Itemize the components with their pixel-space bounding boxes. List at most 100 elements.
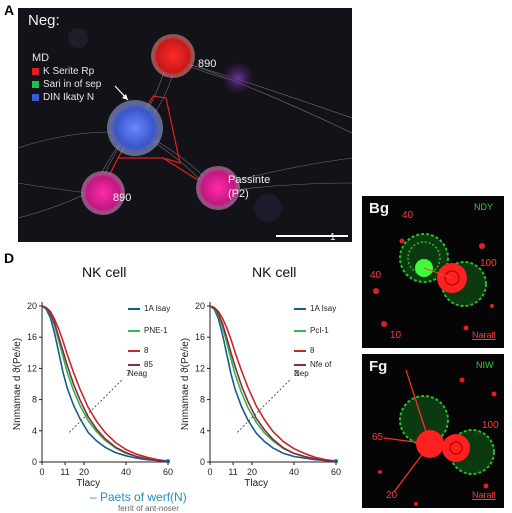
magenta-cell-right	[196, 166, 240, 210]
annotation-line	[69, 379, 123, 433]
blue-cell	[107, 100, 163, 156]
legend-label: 8	[310, 346, 315, 355]
chart-1-legend-item: 85 Neag	[128, 360, 168, 378]
legend-item-blue: DIN Ikaty N	[32, 92, 94, 103]
legend-label: 1A Isay	[310, 304, 337, 313]
red-cell-right	[442, 434, 470, 462]
fg-number-right: 100	[482, 420, 499, 431]
series-line-1	[41, 305, 169, 462]
series-line-3	[41, 305, 169, 462]
x-tick-label: 60	[331, 467, 341, 477]
x-tick-label: 60	[163, 467, 173, 477]
series-line-4	[209, 305, 337, 462]
fg-number-left: 65	[372, 432, 384, 443]
x-tick-label: 0	[207, 467, 212, 477]
x-tick-label: 40	[289, 467, 299, 477]
x-tick-label: 0	[39, 467, 44, 477]
y-tick-label: 0	[200, 457, 205, 467]
legend-label: DIN Ikaty N	[43, 92, 95, 103]
legend-label: PNE-1	[144, 326, 168, 335]
y-tick-label: 12	[27, 363, 37, 373]
y-tick-label: 16	[27, 332, 37, 342]
legend-label: 85 Neag	[128, 360, 153, 378]
panel-fg-graphic	[378, 369, 497, 506]
red-cell-left	[416, 430, 444, 458]
magenta-cell-left	[81, 171, 125, 215]
y-tick-label: 20	[27, 301, 37, 311]
y-tick-label: 20	[195, 301, 205, 311]
series-line-4	[41, 305, 169, 462]
y-tick-label: 8	[32, 395, 37, 405]
series-line-3	[209, 305, 337, 462]
red-dots	[378, 377, 497, 506]
red-target-inner	[444, 270, 460, 286]
legend-swatch	[294, 307, 306, 310]
chart-1-legend-item: PNE-1	[128, 326, 168, 335]
x-axis-caption-secondary: ferrit of ant-noser	[118, 504, 179, 513]
red-cell-inner	[449, 441, 463, 455]
panel-a-microscopy: Neg: MD K Serite Rp Sari in of sep DIN I…	[18, 8, 352, 242]
panel-fg-tag: NIW	[476, 360, 494, 370]
panel-bg-fluorescence: Bg NDY 40 40 100 10 Narall	[362, 196, 504, 348]
chart-2-legend-item: Nfe of Nep	[294, 360, 338, 378]
legend-item-red: K Serite Rp	[32, 66, 94, 77]
bg-number-left: 40	[370, 270, 382, 281]
chart-2-title: NK cell	[252, 264, 297, 280]
legend-swatch	[294, 329, 306, 332]
panel-a-graphic	[18, 28, 352, 237]
y-axis-label: Nnmamae d ϑ(Pe/ie)	[12, 338, 23, 430]
label-right-sub: (P2)	[228, 188, 249, 200]
annotation-line	[237, 379, 291, 433]
annotation-label: 7	[126, 369, 131, 378]
legend-label: 8	[144, 346, 149, 355]
panel-bg-title: Bg	[369, 200, 389, 217]
panel-fg-title: Fg	[369, 358, 388, 375]
panel-letter-d: D	[4, 250, 15, 266]
x-axis-label: Tlacy	[244, 478, 268, 489]
panel-fg-footer: Narall	[472, 490, 496, 500]
x-tick-label: 20	[247, 467, 257, 477]
red-dots	[373, 238, 494, 331]
panel-bg-graphic	[373, 233, 494, 331]
y-tick-label: 16	[195, 332, 205, 342]
y-axis-label: Nnmamae d ϑ(Pe/ie)	[180, 338, 191, 430]
bg-number-bottom-left: 10	[390, 330, 402, 341]
panel-bg-tag: NDY	[474, 202, 494, 212]
x-tick-label: 11	[228, 467, 237, 477]
x-tick-label: 40	[121, 467, 131, 477]
panel-a-title: Neg:	[28, 12, 60, 29]
panel-letter-a: A	[4, 2, 15, 18]
purple-cell	[223, 63, 253, 93]
x-tick-label: 20	[79, 467, 89, 477]
y-tick-label: 12	[195, 363, 205, 373]
series-end-point	[166, 459, 170, 464]
y-tick-label: 8	[200, 395, 205, 405]
green-swatch	[32, 81, 39, 88]
arrow-head-icon	[122, 94, 128, 100]
label-bottom-left: 890	[113, 192, 132, 204]
label-right-name: Passinte	[228, 174, 271, 186]
green-ring-cell	[399, 233, 449, 283]
annotation-label: 2	[294, 369, 299, 378]
contact-line	[423, 267, 453, 279]
legend-item-green: Sari in of sep	[32, 79, 101, 90]
x-axis-caption: – Paets of werf(N)	[90, 490, 187, 504]
bg-number-top-left: 40	[402, 210, 414, 221]
fg-number-bottom: 20	[386, 490, 398, 501]
chart-1-legend-item: 8	[128, 346, 148, 355]
y-tick-label: 4	[32, 426, 37, 436]
chart-2-legend-item: PcI-1	[294, 326, 329, 335]
legend-header: MD	[32, 52, 50, 64]
x-axis-label: Tlacy	[76, 478, 100, 489]
background-blob	[254, 194, 282, 222]
bg-number-right: 100	[480, 258, 497, 269]
legend-label: Nfe of Nep	[294, 360, 332, 378]
legend-label: PcI-1	[310, 326, 329, 335]
y-tick-label: 4	[200, 426, 205, 436]
red-swatch	[32, 68, 39, 75]
chart-1-legend-item: 1A Isay	[128, 304, 170, 313]
legend-swatch	[128, 307, 140, 310]
legend-label: 1A Isay	[144, 304, 171, 313]
